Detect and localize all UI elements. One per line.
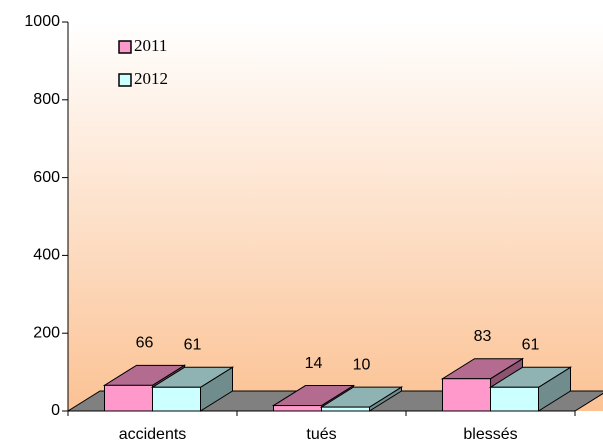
y-tick-label: 1000	[24, 13, 60, 30]
value-label: 10	[353, 356, 371, 373]
x-tick-label: blessés	[463, 426, 517, 443]
y-tick-label: 400	[33, 247, 60, 264]
legend-swatch	[118, 73, 132, 87]
legend-label: 2011	[134, 36, 167, 55]
y-tick-label: 800	[33, 91, 60, 108]
value-label: 61	[522, 336, 540, 353]
plot-background	[68, 22, 603, 411]
bar	[321, 406, 370, 412]
legend-label: 2012	[134, 69, 168, 88]
bar	[152, 386, 201, 412]
y-tick-label: 0	[51, 402, 60, 419]
y-tick-label: 200	[33, 324, 60, 341]
legend-swatch	[118, 40, 132, 54]
y-tick-label: 600	[33, 169, 60, 186]
bar	[273, 405, 322, 412]
bar	[104, 384, 153, 412]
value-label: 14	[305, 355, 323, 372]
value-label: 66	[136, 335, 154, 352]
value-label: 83	[474, 328, 492, 345]
bar	[442, 378, 491, 412]
value-label: 61	[184, 336, 202, 353]
x-tick-label: tués	[306, 426, 336, 443]
bar	[490, 386, 539, 412]
x-tick-label: accidents	[119, 426, 187, 443]
